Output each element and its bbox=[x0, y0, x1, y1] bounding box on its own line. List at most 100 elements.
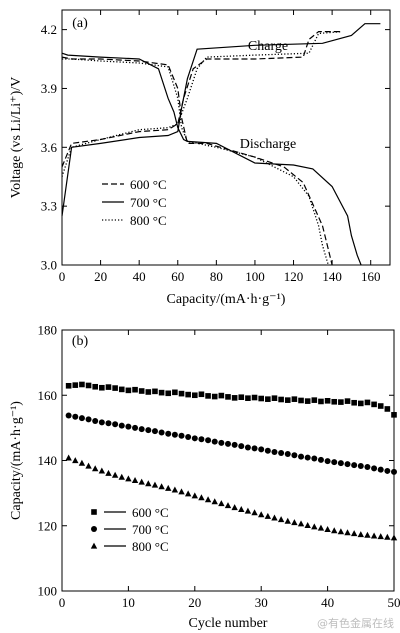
data-point-b-circle bbox=[78, 415, 85, 422]
data-point-b-square bbox=[99, 384, 105, 391]
y-tick-label-b: 140 bbox=[38, 453, 58, 468]
data-point-b-circle bbox=[278, 449, 285, 456]
data-point-b-triangle bbox=[72, 457, 79, 464]
data-point-b-circle bbox=[344, 461, 351, 468]
data-point-b-square bbox=[245, 395, 251, 401]
data-point-b-square bbox=[158, 389, 165, 396]
data-point-b-triangle bbox=[65, 454, 72, 461]
y-tick-label-a: 3.9 bbox=[41, 81, 57, 96]
legend-label-a: 800 °C bbox=[130, 213, 167, 228]
data-point-b-triangle bbox=[304, 522, 311, 529]
data-point-b-circle bbox=[151, 428, 158, 435]
x-tick-label-a: 100 bbox=[245, 269, 265, 284]
x-tick-label-b: 0 bbox=[59, 595, 66, 610]
data-point-b-triangle bbox=[191, 492, 198, 499]
data-point-b-triangle bbox=[111, 471, 119, 478]
x-axis-label-b: Cycle number bbox=[189, 616, 268, 631]
x-tick-label-a: 140 bbox=[322, 269, 342, 284]
data-point-b-circle bbox=[65, 412, 72, 419]
x-tick-label-b: 40 bbox=[321, 595, 334, 610]
data-point-b-square bbox=[145, 389, 152, 395]
series-line-a-discharge bbox=[61, 52, 362, 266]
data-point-b-circle bbox=[298, 453, 305, 460]
x-tick-label-b: 10 bbox=[122, 595, 135, 610]
x-tick-label-a: 20 bbox=[94, 269, 107, 284]
data-point-b-triangle bbox=[125, 475, 132, 482]
x-tick-label-a: 60 bbox=[171, 269, 184, 284]
data-point-b-triangle bbox=[337, 528, 345, 535]
data-point-b-square bbox=[344, 398, 351, 404]
data-point-b-circle bbox=[205, 437, 212, 444]
data-point-b-circle bbox=[125, 423, 132, 430]
data-point-b-triangle bbox=[165, 484, 172, 491]
data-point-b-circle bbox=[331, 459, 338, 466]
data-point-b-triangle bbox=[324, 525, 331, 532]
data-point-b-triangle bbox=[204, 496, 212, 503]
x-tick-label-a: 160 bbox=[361, 269, 381, 284]
data-point-b-triangle bbox=[390, 534, 398, 541]
data-point-b-circle bbox=[92, 418, 99, 425]
x-tick-label-b: 30 bbox=[255, 595, 268, 610]
data-point-b-triangle bbox=[92, 465, 99, 472]
y-tick-label-a: 3.3 bbox=[41, 199, 57, 214]
data-point-b-triangle bbox=[384, 533, 391, 540]
data-point-b-triangle bbox=[78, 459, 86, 466]
data-point-b-square bbox=[92, 383, 98, 390]
data-point-b-square bbox=[79, 381, 85, 388]
data-point-b-circle bbox=[304, 454, 311, 461]
data-point-b-square bbox=[178, 390, 185, 397]
data-point-b-square bbox=[125, 387, 132, 394]
data-point-b-square bbox=[351, 399, 357, 406]
data-point-b-triangle bbox=[244, 507, 252, 514]
data-point-b-triangle bbox=[138, 478, 145, 485]
x-tick-label-a: 120 bbox=[284, 269, 304, 284]
data-point-b-square bbox=[278, 396, 284, 403]
y-tick-label-b: 160 bbox=[38, 388, 58, 403]
data-point-b-square bbox=[65, 382, 72, 389]
data-point-b-circle bbox=[158, 429, 165, 436]
data-point-b-square bbox=[324, 397, 331, 404]
data-point-b-circle bbox=[85, 416, 92, 423]
data-point-b-square bbox=[218, 392, 225, 399]
data-point-b-triangle bbox=[211, 498, 218, 505]
data-point-b-circle bbox=[105, 420, 112, 427]
data-point-b-square bbox=[284, 397, 291, 403]
legend-marker-b bbox=[91, 526, 97, 532]
data-point-b-circle bbox=[271, 449, 278, 456]
panel-label-a: (a) bbox=[72, 16, 88, 31]
data-point-b-triangle bbox=[311, 523, 318, 530]
data-point-b-triangle bbox=[238, 506, 245, 513]
data-point-b-triangle bbox=[357, 531, 364, 538]
data-point-b-circle bbox=[171, 431, 178, 438]
series-line-a-charge bbox=[61, 30, 342, 177]
data-point-b-square bbox=[238, 394, 245, 401]
data-point-b-circle bbox=[238, 443, 245, 450]
panel-label-b: (b) bbox=[72, 334, 89, 349]
data-point-b-square bbox=[231, 395, 238, 401]
data-point-b-square bbox=[172, 389, 178, 396]
data-point-b-circle bbox=[351, 462, 358, 469]
series-line-a-discharge bbox=[62, 58, 329, 266]
data-point-b-square bbox=[371, 401, 377, 408]
data-point-b-square bbox=[118, 386, 125, 393]
data-point-b-square bbox=[391, 412, 397, 418]
data-point-b-triangle bbox=[231, 504, 238, 511]
data-point-b-circle bbox=[244, 444, 251, 451]
data-point-b-circle bbox=[118, 422, 125, 429]
data-point-b-circle bbox=[198, 436, 205, 443]
data-point-b-square bbox=[185, 391, 191, 398]
data-point-b-square bbox=[304, 398, 311, 404]
data-point-b-square bbox=[271, 395, 278, 401]
data-point-b-square bbox=[364, 399, 371, 406]
data-point-b-triangle bbox=[258, 511, 265, 518]
data-point-b-triangle bbox=[344, 529, 351, 536]
data-point-b-triangle bbox=[198, 494, 205, 501]
watermark: @有色金属在线 bbox=[317, 617, 394, 630]
data-point-b-square bbox=[192, 392, 198, 399]
data-point-b-triangle bbox=[350, 530, 358, 537]
data-point-b-triangle bbox=[284, 517, 291, 524]
data-point-b-square bbox=[105, 384, 112, 390]
legend-marker-b bbox=[90, 542, 98, 549]
data-point-b-circle bbox=[145, 427, 152, 434]
